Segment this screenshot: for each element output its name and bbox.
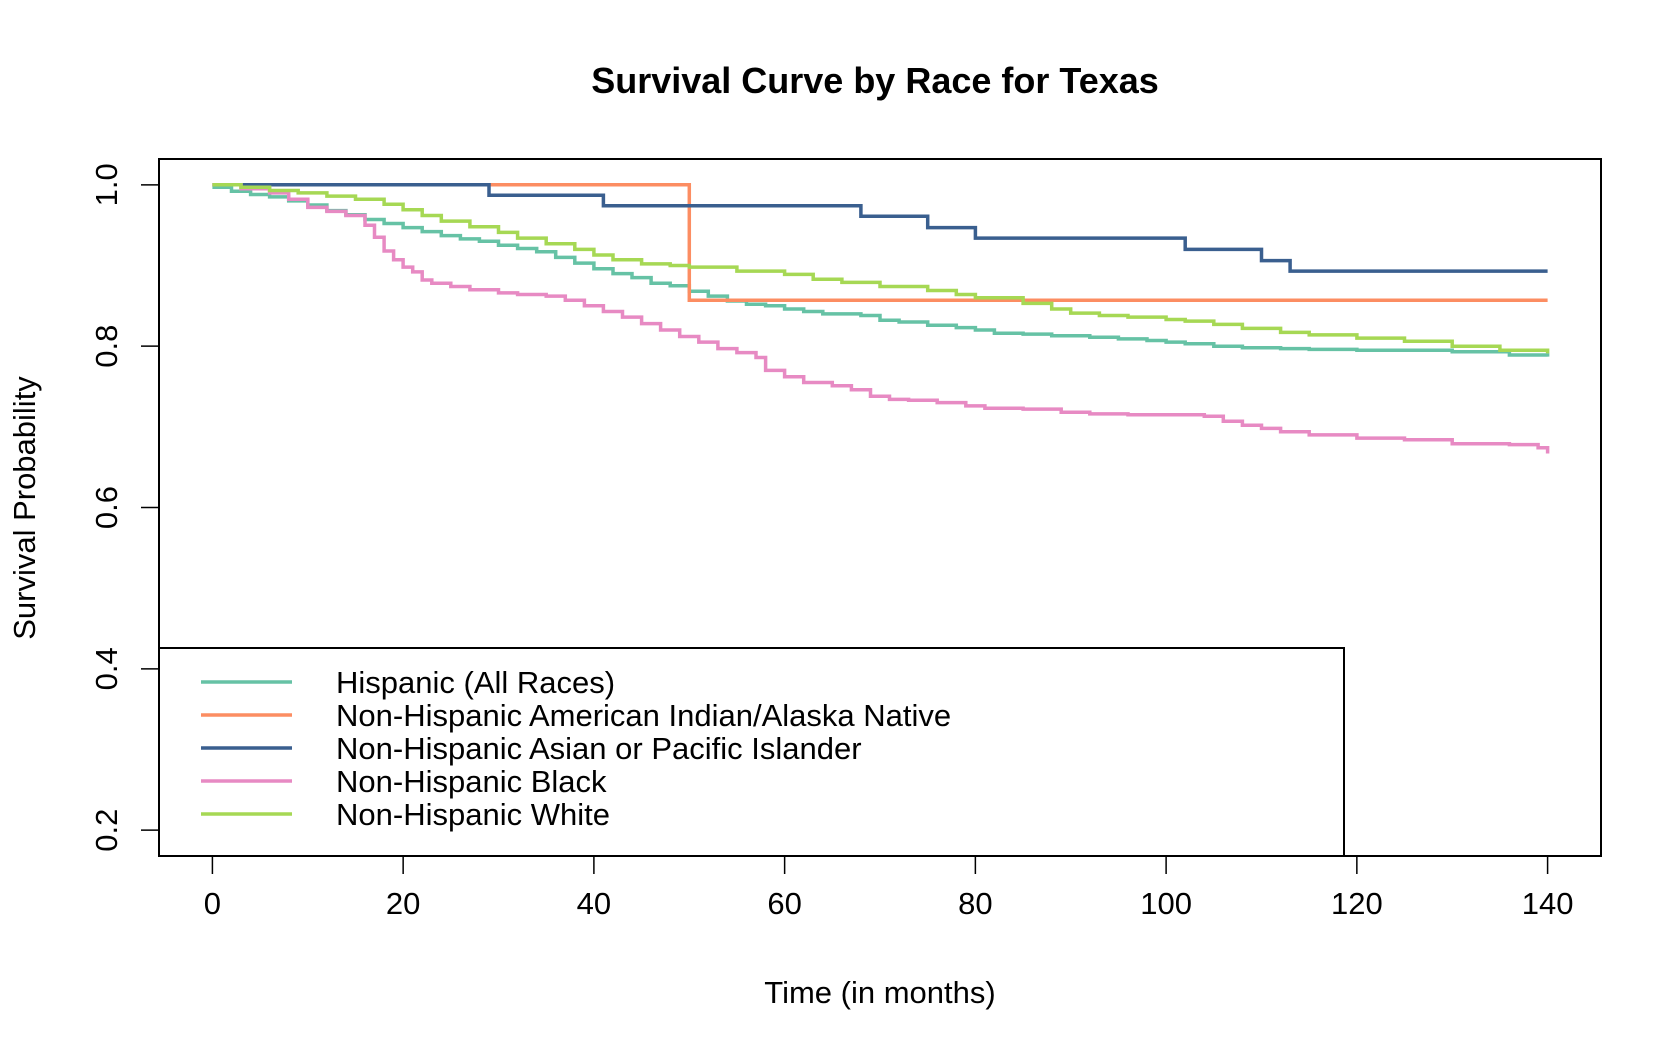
y-tick-label: 0.8 [89,325,124,368]
legend-entry: Non-Hispanic White [336,797,610,832]
legend-entry: Hispanic (All Races) [336,665,615,700]
series-line-5 [212,183,1550,354]
y-tick-label: 0.6 [89,486,124,529]
x-tick-label: 100 [1140,886,1192,921]
y-axis-label: Survival Probability [7,376,42,640]
x-tick-label: 80 [958,886,992,921]
legend: Hispanic (All Races)Non-Hispanic America… [158,647,1345,857]
x-tick-label: 140 [1522,886,1574,921]
x-tick-label: 120 [1331,886,1383,921]
series-line-4 [212,183,1550,454]
legend-entry: Non-Hispanic American Indian/Alaska Nati… [336,698,951,733]
chart-title: Survival Curve by Race for Texas [591,60,1159,101]
y-axis: 0.2 0.4 0.6 0.8 1.0 [89,163,160,852]
y-tick-label: 1.0 [89,163,124,206]
x-tick-label: 0 [204,886,221,921]
series-line-3 [212,183,1548,273]
x-tick-label: 20 [386,886,420,921]
series-layer [212,183,1550,454]
legend-entry: Non-Hispanic Asian or Pacific Islander [336,731,862,766]
x-axis-label: Time (in months) [764,975,995,1010]
y-tick-label: 0.2 [89,809,124,852]
legend-entry: Non-Hispanic Black [336,764,607,799]
x-axis: 0 20 40 60 80 100 120 140 [204,855,1574,921]
y-tick-label: 0.4 [89,647,124,690]
x-tick-label: 60 [767,886,801,921]
x-tick-label: 40 [577,886,611,921]
legend-box [158,647,1345,857]
series-line-1 [212,185,1550,357]
